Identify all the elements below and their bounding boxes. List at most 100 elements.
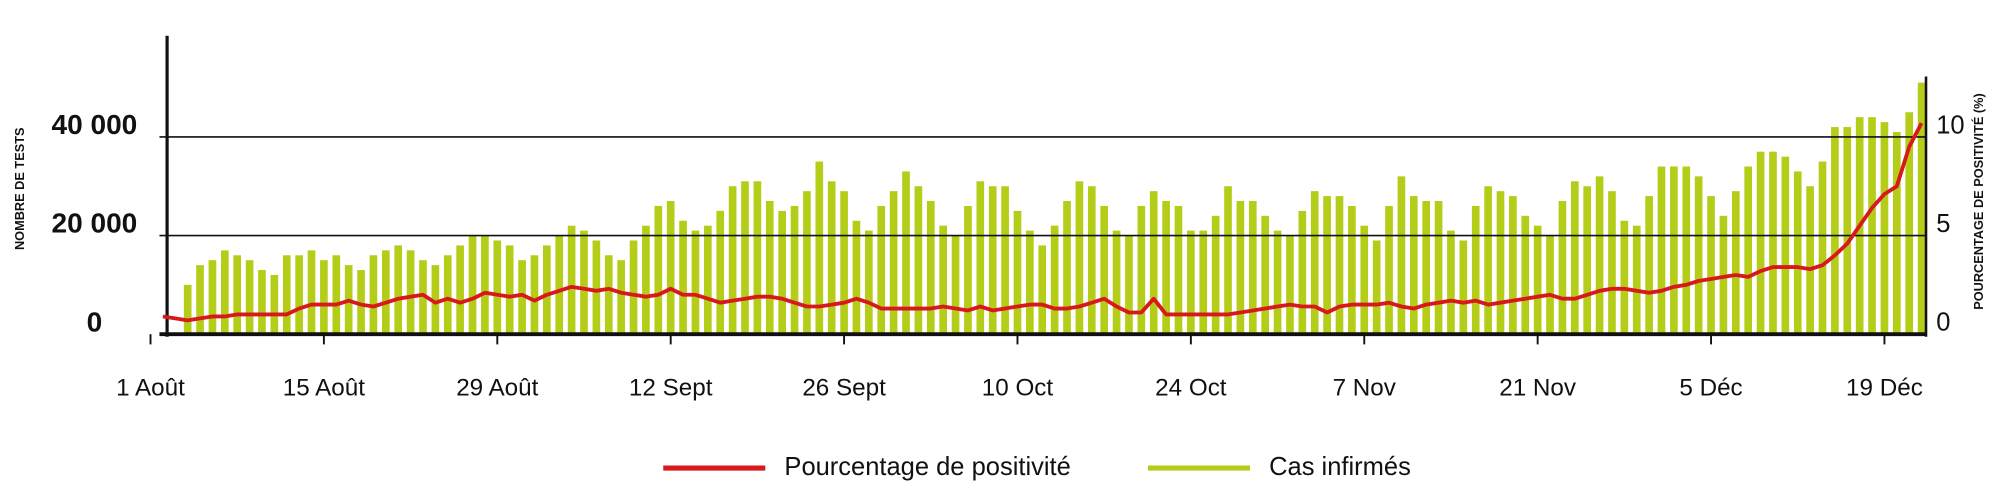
- bar: [877, 205, 886, 335]
- bar: [1397, 176, 1406, 335]
- bar: [320, 260, 328, 335]
- bar: [1645, 196, 1653, 335]
- bar: [1744, 166, 1753, 335]
- bar: [666, 201, 675, 335]
- bar: [1087, 186, 1096, 335]
- bar: [1868, 117, 1876, 335]
- bar: [1335, 196, 1344, 335]
- bar: [406, 250, 415, 335]
- bar: [1162, 201, 1170, 335]
- bar: [220, 250, 229, 335]
- bar: [332, 255, 341, 335]
- x-tick-label: 10 Oct: [982, 374, 1054, 401]
- bar: [1707, 196, 1715, 335]
- x-tick-label: 5 Déc: [1679, 374, 1742, 401]
- bar: [988, 186, 997, 335]
- bar: [1670, 166, 1678, 335]
- y-axis-title: NOMBRE DE TESTS: [12, 127, 27, 250]
- bar: [889, 191, 898, 335]
- bar: [840, 191, 848, 335]
- bar: [704, 225, 712, 335]
- bar: [258, 270, 266, 335]
- bar: [1001, 186, 1009, 335]
- bar: [592, 240, 601, 335]
- x-tick-label: 1 Août: [116, 374, 185, 401]
- bar: [1038, 245, 1047, 335]
- bar: [493, 240, 502, 335]
- bar: [369, 255, 378, 335]
- y2-tick-label: 0: [1936, 309, 1950, 337]
- bar: [233, 255, 242, 335]
- bar: [1781, 156, 1790, 335]
- bar: [1608, 191, 1616, 335]
- bar: [1818, 161, 1827, 335]
- bar: [1459, 240, 1468, 335]
- bar: [543, 245, 551, 335]
- bar: [1769, 151, 1777, 335]
- bar: [902, 171, 910, 335]
- y-tick-label: 20 000: [51, 208, 137, 239]
- bar: [1409, 196, 1418, 335]
- bar: [728, 186, 737, 335]
- bar: [1694, 176, 1703, 335]
- x-tick-label: 29 Août: [456, 374, 538, 401]
- bar: [1224, 186, 1232, 335]
- bar: [926, 201, 935, 335]
- bar: [1434, 201, 1443, 335]
- bar: [518, 260, 526, 335]
- bar: [617, 260, 625, 335]
- bar: [1595, 176, 1604, 335]
- bar: [1211, 215, 1220, 335]
- bar: [1831, 127, 1839, 335]
- bar: [1558, 201, 1567, 335]
- bar: [282, 255, 291, 335]
- legend-label: Pourcentage de positivité: [784, 453, 1070, 481]
- y2-axis-title: POURCENTAGE DE POSITIVITÉ (%): [1971, 93, 1986, 310]
- bar: [1149, 191, 1158, 335]
- bar: [1199, 230, 1208, 335]
- x-tick-label: 19 Déc: [1846, 374, 1923, 401]
- bar: [1310, 191, 1319, 335]
- bar: [1273, 230, 1282, 335]
- bar: [419, 260, 427, 335]
- bar: [951, 235, 960, 335]
- bar: [1100, 205, 1108, 335]
- bar: [964, 205, 972, 335]
- bar: [1385, 205, 1393, 335]
- bar: [530, 255, 539, 335]
- bar: [196, 265, 204, 335]
- bar: [976, 181, 985, 335]
- bar: [939, 225, 947, 335]
- bar: [1793, 171, 1802, 335]
- bar: [642, 225, 650, 335]
- bar: [1756, 151, 1765, 335]
- bar: [1509, 196, 1517, 335]
- bar: [1026, 230, 1034, 335]
- x-tick-label: 15 Août: [283, 374, 365, 401]
- bar: [1125, 235, 1133, 335]
- bar: [505, 245, 514, 335]
- bar: [1174, 205, 1183, 335]
- y2-tick-label: 10: [1936, 111, 1964, 139]
- bar: [852, 220, 861, 335]
- bar: [1013, 210, 1022, 335]
- x-tick-label: 24 Oct: [1155, 374, 1227, 401]
- bar: [245, 260, 254, 335]
- bar: [716, 210, 725, 335]
- bar: [1298, 210, 1307, 335]
- bar: [183, 284, 192, 335]
- bar: [1261, 215, 1270, 335]
- x-tick-label: 7 Nov: [1333, 374, 1397, 401]
- bar: [307, 250, 316, 335]
- bar: [1892, 131, 1901, 335]
- bar: [1137, 205, 1146, 335]
- bar: [1050, 225, 1059, 335]
- bar: [1422, 201, 1431, 335]
- bar: [382, 250, 390, 335]
- bar: [1286, 235, 1294, 335]
- bar: [1583, 186, 1592, 335]
- bar: [1657, 166, 1666, 335]
- bar: [208, 260, 217, 335]
- bar: [1484, 186, 1492, 335]
